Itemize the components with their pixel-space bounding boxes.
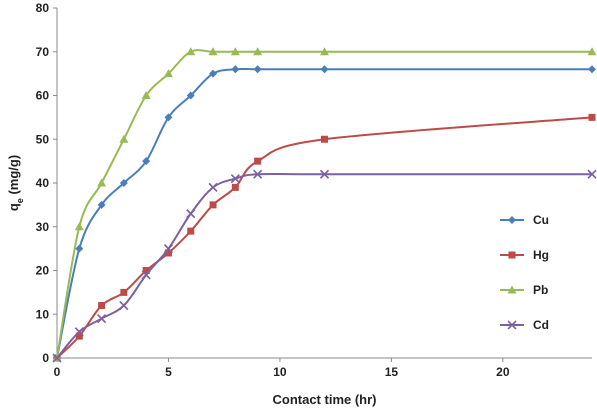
x-tick-label: 15 <box>385 365 399 379</box>
series-cd-point <box>119 300 129 311</box>
y-tick-label: 0 <box>42 351 49 365</box>
series-hg-point <box>209 201 217 209</box>
legend-label: Cd <box>533 318 549 332</box>
y-tick-label: 50 <box>36 132 50 146</box>
legend-item-pb: Pb <box>500 283 548 297</box>
series-cu-point <box>209 69 218 78</box>
series-hg-point <box>321 135 328 143</box>
legend-label: Hg <box>533 248 549 262</box>
y-axis-title-sub: e <box>15 198 25 203</box>
series-cd-point <box>97 314 107 324</box>
series-pb-point <box>97 178 107 187</box>
legend-cd-point <box>507 320 517 330</box>
series-pb-point <box>163 69 173 78</box>
series-cd-point <box>163 244 174 254</box>
series-cd <box>52 169 597 363</box>
series-pb-point <box>253 47 263 56</box>
series-lines <box>52 47 597 363</box>
y-axis-title-main: q <box>6 203 21 211</box>
legend-hg-point <box>508 251 516 259</box>
legend-pb-point <box>507 285 517 294</box>
series-cd-point <box>230 174 240 184</box>
legend-item-cu: Cu <box>500 213 549 227</box>
y-tick-label: 20 <box>36 264 50 278</box>
series-pb-line <box>56 49 592 359</box>
series-cu-point <box>119 179 128 187</box>
series-pb-point <box>74 222 84 231</box>
x-axis-ticks: 0 5 10 15 20 <box>54 358 510 379</box>
series-cd-point <box>208 182 218 192</box>
series-hg-point <box>142 267 150 274</box>
series-hg-point <box>75 332 83 340</box>
series-cd-point <box>253 169 263 179</box>
y-tick-label: 60 <box>36 89 50 103</box>
series-hg-point <box>120 288 128 296</box>
series-cu-point <box>164 113 173 122</box>
series-cd-point <box>319 169 330 179</box>
series-cu-point <box>97 200 106 209</box>
x-tick-label: 5 <box>165 365 172 379</box>
series-pb <box>52 47 597 362</box>
series-cd-point <box>141 270 151 280</box>
series-cu-point <box>186 91 195 100</box>
x-axis-title: Contact time (hr) <box>273 392 377 407</box>
series-pb-point <box>230 47 240 56</box>
series-cd-point <box>52 353 62 363</box>
series-hg <box>53 113 596 362</box>
series-pb-point <box>587 47 597 56</box>
y-axis-ticks: 0 10 20 30 40 50 60 70 80 <box>36 1 57 365</box>
series-pb-point <box>141 91 151 99</box>
series-pb-point <box>186 47 196 56</box>
series-pb-point <box>320 47 329 56</box>
series-hg-point <box>254 157 262 165</box>
series-cu-point <box>588 65 596 74</box>
series-hg-point <box>164 249 172 257</box>
series-hg-point <box>231 183 239 191</box>
legend: Cu Hg Pb Cd <box>500 213 549 332</box>
y-tick-label: 70 <box>36 45 50 59</box>
series-cu-point <box>253 65 262 74</box>
series-hg-point <box>588 113 596 121</box>
legend-item-hg: Hg <box>500 248 549 262</box>
y-axis-title: qe (mg/g) <box>6 155 25 211</box>
x-tick-label: 0 <box>54 365 61 379</box>
legend-label: Cu <box>533 213 549 227</box>
x-tick-label: 10 <box>273 365 287 379</box>
series-cd-point <box>186 209 196 219</box>
series-cu-point <box>75 244 84 253</box>
y-tick-label: 30 <box>36 220 50 234</box>
series-hg-line <box>56 116 593 359</box>
x-tick-label: 20 <box>496 365 510 379</box>
series-pb-point <box>208 47 218 56</box>
series-pb-point <box>119 134 129 143</box>
legend-label: Pb <box>533 283 548 297</box>
y-tick-label: 10 <box>36 307 50 321</box>
legend-cu-point <box>508 216 516 224</box>
series-hg-point <box>98 302 106 309</box>
y-tick-label: 80 <box>36 1 50 15</box>
series-cd-point <box>74 327 84 337</box>
series-hg-point <box>187 227 195 235</box>
y-tick-label: 40 <box>36 176 50 190</box>
series-cu-point <box>142 157 151 166</box>
series-cd-point <box>587 169 597 179</box>
series-cd-line <box>56 172 592 359</box>
series-cu-point <box>320 65 329 74</box>
y-axis-title-unit: (mg/g) <box>6 155 21 198</box>
legend-item-cd: Cd <box>500 318 549 332</box>
series-cu <box>53 65 596 362</box>
axes <box>56 8 592 359</box>
series-cu-point <box>231 65 240 74</box>
